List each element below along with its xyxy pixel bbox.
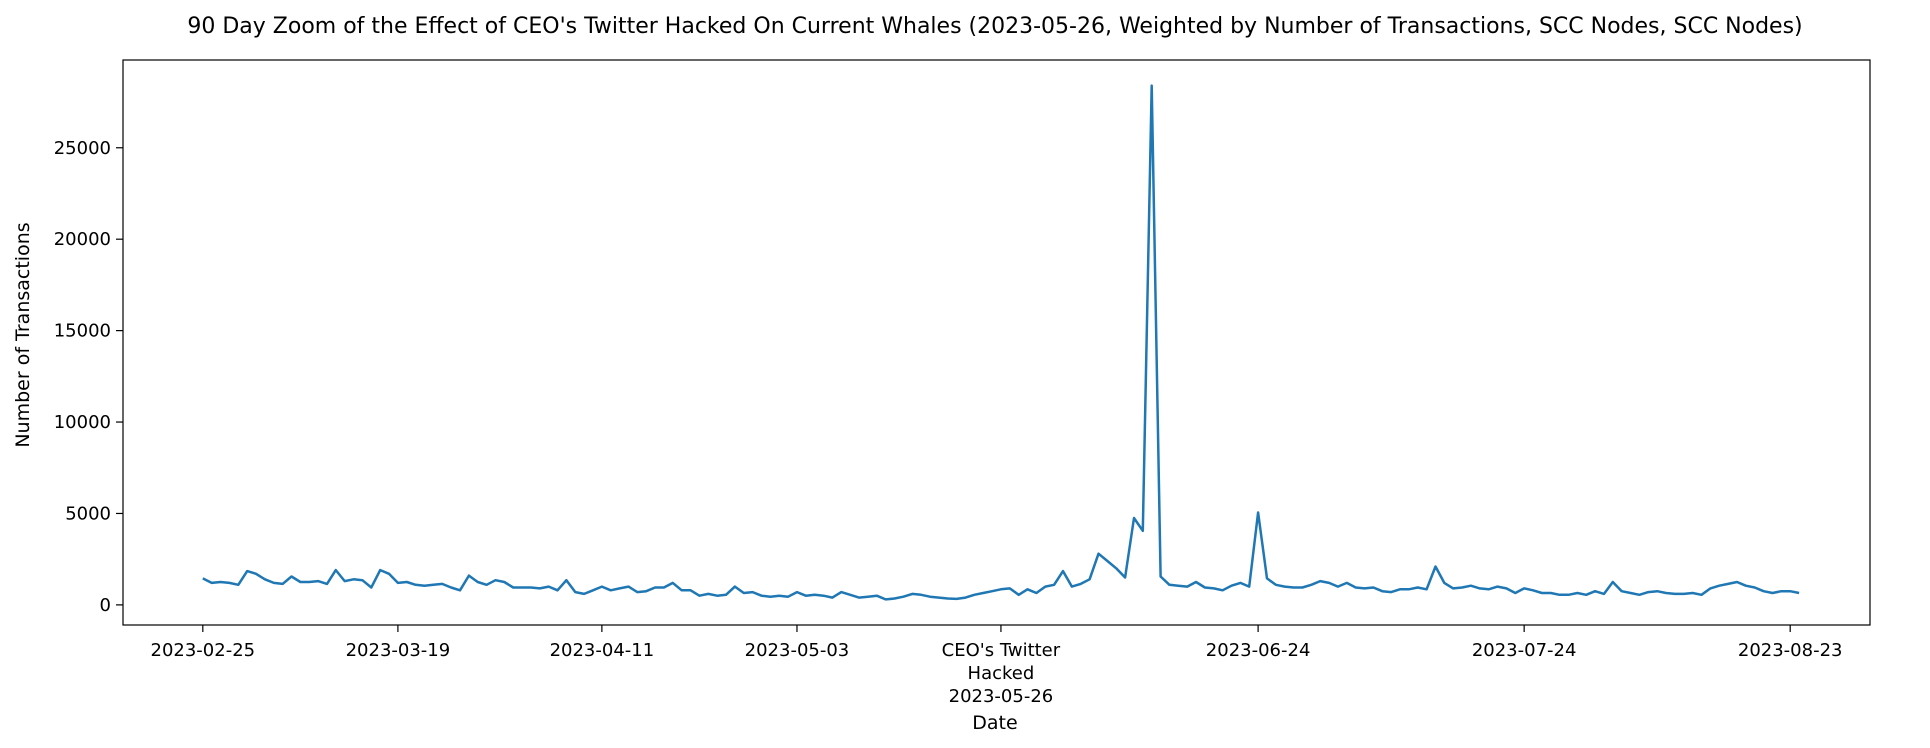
y-axis: 0 5000 10000 15000 20000 25000: [54, 138, 123, 616]
x-axis: 2023-02-25 2023-03-19 2023-04-11 2023-05-03…: [151, 625, 1843, 707]
x-tick-label: 2023-03-19: [346, 640, 451, 661]
x-tick-label: 2023-05-03: [745, 640, 850, 661]
y-tick-label: 20000: [54, 229, 111, 250]
y-tick-label: 5000: [65, 503, 111, 524]
x-axis-label: Date: [972, 712, 1017, 734]
x-tick-label: 2023-06-24: [1206, 640, 1311, 661]
x-tick-label: 2023-02-25: [151, 640, 256, 661]
x-tick-label: 2023-07-24: [1472, 640, 1577, 661]
y-tick-label: 25000: [54, 138, 111, 159]
x-tick-label: CEO's Twitter Hacked 2023-05-26: [942, 640, 1061, 707]
y-tick-label: 0: [100, 595, 111, 616]
chart-title: 90 Day Zoom of the Effect of CEO's Twitt…: [187, 14, 1802, 39]
y-tick-label: 15000: [54, 321, 111, 342]
plot-area: [122, 59, 1871, 626]
x-tick-label: 2023-04-11: [550, 640, 655, 661]
y-axis-label: Number of Transactions: [12, 222, 34, 447]
x-tick-label: 2023-08-23: [1738, 640, 1843, 661]
series-line: [202, 84, 1800, 601]
y-tick-label: 10000: [54, 412, 111, 433]
